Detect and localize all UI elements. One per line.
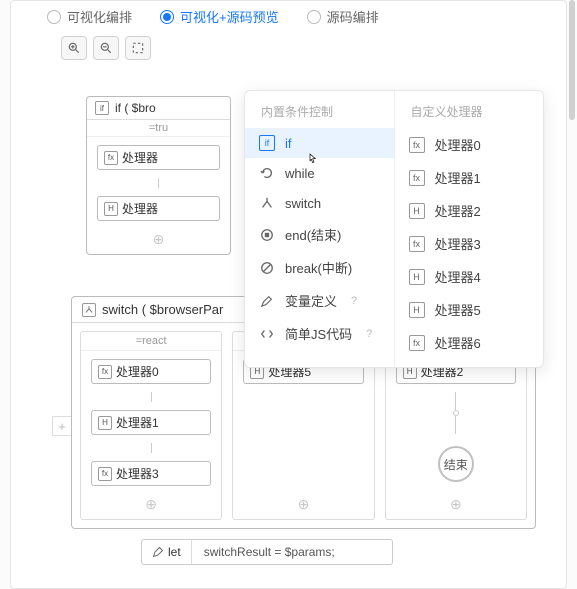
branch-icon bbox=[82, 303, 96, 317]
if-icon: if bbox=[95, 101, 109, 115]
tab-label: 可视化编排 bbox=[67, 7, 132, 26]
fit-screen-icon bbox=[131, 41, 145, 55]
processor-node[interactable]: fx 处理器 bbox=[97, 145, 220, 170]
popover-item-label: while bbox=[285, 166, 315, 181]
processor-node[interactable]: fx 处理器0 bbox=[91, 359, 211, 384]
processor-label: 处理器 bbox=[122, 149, 158, 166]
popover-processor-6[interactable]: fx处理器6 bbox=[395, 326, 544, 359]
processor-node[interactable]: H 处理器 bbox=[97, 196, 220, 221]
processor-node[interactable]: fx 处理器3 bbox=[91, 461, 211, 486]
switch-expression: switch ( $browserPar bbox=[102, 302, 223, 317]
popover-item-label: 变量定义 bbox=[285, 291, 337, 310]
popover-column-header: 自定义处理器 bbox=[395, 99, 544, 128]
zoom-in-icon bbox=[67, 41, 81, 55]
end-label: 结束 bbox=[444, 456, 468, 473]
processor-label: 处理器0 bbox=[116, 363, 159, 380]
popover-item-js[interactable]: 简单JS代码? bbox=[245, 317, 394, 350]
scrollbar-indicator[interactable] bbox=[569, 0, 575, 120]
let-keyword: let bbox=[142, 540, 192, 564]
fx-icon: fx bbox=[98, 467, 112, 481]
popover-item-label: 处理器5 bbox=[435, 300, 481, 319]
popover-item-end[interactable]: end(结束) bbox=[245, 218, 394, 251]
connector-line bbox=[455, 416, 456, 434]
insert-node-popover: 内置条件控制 ifif while switch end(结束) break(中断) 变量… bbox=[244, 90, 544, 368]
connector-line bbox=[151, 392, 152, 402]
add-step-button[interactable]: ⊕ bbox=[145, 496, 157, 512]
help-icon[interactable]: ? bbox=[351, 295, 357, 307]
popover-item-label: 处理器1 bbox=[435, 168, 481, 187]
add-step-button[interactable]: ⊕ bbox=[298, 496, 310, 512]
add-step-button[interactable]: ⊕ bbox=[450, 496, 462, 512]
popover-item-label: switch bbox=[285, 196, 321, 211]
popover-column-header: 内置条件控制 bbox=[245, 99, 394, 128]
popover-processor-2[interactable]: H处理器2 bbox=[395, 194, 544, 227]
popover-item-while[interactable]: while bbox=[245, 158, 394, 188]
radio-icon bbox=[160, 10, 174, 24]
if-true-branch-label: =tru bbox=[87, 120, 230, 137]
tab-source[interactable]: 源码编排 bbox=[307, 7, 379, 26]
if-expression: if ( $bro bbox=[115, 101, 156, 115]
if-node[interactable]: if if ( $bro =tru fx 处理器 H 处理器 ⊕ bbox=[86, 96, 231, 255]
hsf-icon: H bbox=[98, 416, 112, 430]
processor-label: 处理器1 bbox=[116, 414, 159, 431]
popover-item-label: 处理器0 bbox=[435, 135, 481, 154]
popover-processor-4[interactable]: H处理器4 bbox=[395, 260, 544, 293]
popover-item-label: 处理器6 bbox=[435, 333, 481, 352]
popover-builtin-column: 内置条件控制 ifif while switch end(结束) break(中断) 变量… bbox=[245, 91, 395, 367]
add-sibling-button[interactable]: + bbox=[52, 416, 72, 436]
popover-item-label: 简单JS代码 bbox=[285, 324, 352, 343]
popover-processor-3[interactable]: fx处理器3 bbox=[395, 227, 544, 260]
zoom-out-icon bbox=[99, 41, 113, 55]
popover-item-if[interactable]: ifif bbox=[245, 128, 394, 158]
radio-icon bbox=[307, 10, 321, 24]
if-node-header: if if ( $bro bbox=[87, 97, 230, 120]
popover-processor-0[interactable]: fx处理器0 bbox=[395, 128, 544, 161]
let-statement[interactable]: let switchResult = $params; bbox=[141, 539, 393, 565]
popover-processor-1[interactable]: fx处理器1 bbox=[395, 161, 544, 194]
zoom-in-button[interactable] bbox=[61, 36, 87, 60]
tab-label: 可视化+源码预览 bbox=[180, 7, 279, 26]
connector-line bbox=[151, 443, 152, 453]
fx-icon: fx bbox=[98, 365, 112, 379]
tab-visual[interactable]: 可视化编排 bbox=[47, 7, 132, 26]
let-expression[interactable]: switchResult = $params; bbox=[192, 545, 392, 559]
fx-icon: fx bbox=[104, 151, 118, 165]
zoom-fit-button[interactable] bbox=[125, 36, 151, 60]
radio-icon bbox=[47, 10, 61, 24]
popover-item-break[interactable]: break(中断) bbox=[245, 251, 394, 284]
processor-label: 处理器 bbox=[122, 200, 158, 217]
case-react[interactable]: =react fx 处理器0 H 处理器1 fx 处理器3 bbox=[80, 331, 222, 520]
tab-label: 源码编排 bbox=[327, 7, 379, 26]
popover-item-label: 处理器2 bbox=[435, 201, 481, 220]
zoom-out-button[interactable] bbox=[93, 36, 119, 60]
processor-label: 处理器3 bbox=[116, 465, 159, 482]
popover-item-label: break(中断) bbox=[285, 258, 352, 277]
connector-line bbox=[455, 392, 456, 410]
popover-item-switch[interactable]: switch bbox=[245, 188, 394, 218]
pen-icon bbox=[152, 546, 164, 558]
let-keyword-text: let bbox=[168, 545, 181, 559]
hsf-icon: H bbox=[104, 202, 118, 216]
zoom-toolbar bbox=[11, 34, 566, 66]
flow-canvas: if if ( $bro =tru fx 处理器 H 处理器 ⊕ + switc bbox=[11, 66, 566, 571]
tab-visual-source[interactable]: 可视化+源码预览 bbox=[160, 7, 279, 26]
view-mode-tabs: 可视化编排 可视化+源码预览 源码编排 bbox=[11, 7, 566, 34]
popover-custom-column: 自定义处理器 fx处理器0fx处理器1H处理器2fx处理器3H处理器4H处理器5… bbox=[395, 91, 544, 367]
popover-item-label: 处理器3 bbox=[435, 234, 481, 253]
end-node[interactable]: 结束 bbox=[438, 446, 474, 482]
popover-item-vardef[interactable]: 变量定义? bbox=[245, 284, 394, 317]
add-step-button[interactable]: ⊕ bbox=[153, 231, 165, 247]
popover-item-label: if bbox=[285, 136, 292, 151]
popover-processor-5[interactable]: H处理器5 bbox=[395, 293, 544, 326]
connector-line bbox=[158, 178, 159, 188]
help-icon[interactable]: ? bbox=[366, 328, 372, 340]
editor-panel: 可视化编排 可视化+源码预览 源码编排 if if ( $bro bbox=[10, 0, 567, 589]
popover-item-label: 处理器4 bbox=[435, 267, 481, 286]
case-label: =react bbox=[81, 332, 221, 351]
popover-item-label: end(结束) bbox=[285, 225, 341, 244]
processor-node[interactable]: H 处理器1 bbox=[91, 410, 211, 435]
